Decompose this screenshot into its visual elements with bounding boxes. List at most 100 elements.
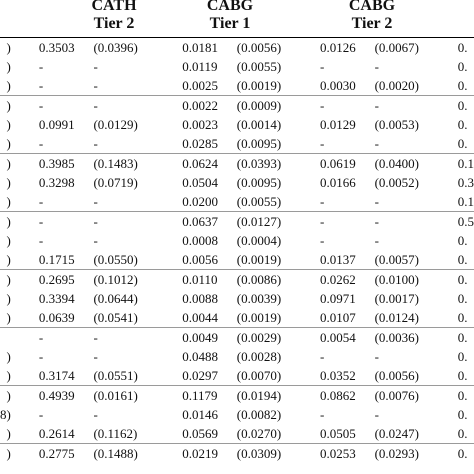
estimate-cell: 0.0619 [319,153,375,173]
estimate-cell: 0.0639 [38,310,75,325]
estimate-cell: 0.0146 [182,407,218,422]
std-error-cell: (0.0057) [374,252,419,267]
estimate-cell: 0.0107 [319,310,356,325]
std-error-cell: (0.1483) [93,153,183,173]
std-error-cell: (0.0036) [374,327,458,347]
table-row: ) 0.4939 (0.0161) 0.1179 (0.0194) 0.0862 (0.00… [0,385,474,405]
estimate-cell: 0.0991 [38,117,75,132]
estimate-cell: 0.0054 [319,327,375,347]
std-error-cell: (0.0719) [93,175,138,190]
row-stub: ) [6,136,11,151]
estimate-cell: - [10,95,94,115]
std-error-cell: (0.0019) [236,78,282,93]
estimate-cell: - [10,211,94,231]
std-error-cell: - [374,59,379,74]
row-stub: ) [6,291,11,306]
std-error-cell: (0.0014) [236,117,282,132]
std-error-cell: - [93,407,98,422]
estimate-cell: 0. [457,407,468,422]
estimate-cell: 0.0262 [319,269,375,289]
std-error-cell: (0.0029) [236,327,320,347]
estimate-cell: - [319,349,325,364]
std-error-cell: (0.0247) [374,426,419,441]
estimate-cell: 0.0253 [319,443,375,463]
table-row: ) 0.2614 (0.1162) 0.0569 (0.0270) 0.0505 (0.02… [0,424,474,444]
std-error-cell: (0.0161) [93,385,183,405]
estimate-cell: 0. [457,349,468,364]
estimate-cell: - [38,407,44,422]
estimate-cell: - [319,136,325,151]
row-stub: ) [0,95,11,115]
table-row: ) 0.3985 (0.1483) 0.0624 (0.0393) 0.0619 (0.04… [0,153,474,173]
table-row: 8) - - 0.0146 (0.0082) - - 0. [0,405,474,424]
row-stub: ) [0,211,11,231]
row-stub: ) [0,443,11,463]
std-error-cell: - [374,349,379,364]
std-error-cell: (0.0551) [93,368,138,383]
estimate-cell: 0.1715 [38,252,75,267]
std-error-cell: (0.0052) [374,175,419,190]
std-error-cell: (0.0541) [93,310,138,325]
estimate-cell: 0. [457,117,468,132]
table-row: ) - - 0.0488 (0.0028) - - 0. [0,347,474,366]
header-tier: Tier 2 [351,15,393,32]
std-error-cell: (0.0644) [93,291,138,306]
std-error-cell: (0.0070) [236,368,282,383]
row-stub: ) [6,78,11,93]
estimate-cell: 0. [457,426,468,441]
estimate-cell: 0.1 [457,194,474,209]
estimate-cell: 0.0200 [182,194,218,209]
std-error-cell: - [374,211,458,231]
header-tier: Tier 2 [93,15,135,32]
row-stub: 8) [0,407,11,422]
std-error-cell: - [93,59,98,74]
estimate-cell: 0.0008 [182,233,218,248]
std-error-cell: - [93,327,183,347]
estimate-cell: 0.0971 [319,291,356,306]
estimate-cell: - [38,136,44,151]
estimate-cell: 0.3394 [38,291,75,306]
row-stub: ) [6,40,11,55]
estimate-cell: 0.0569 [182,426,218,441]
estimate-cell: 0. [457,385,474,405]
estimate-cell: 0. [457,327,474,347]
estimate-cell: - [319,194,325,209]
estimate-cell: - [319,95,375,115]
row-stub: ) [6,59,11,74]
table-row: ) - -0.0022 (0.0009) - -0. [0,95,474,115]
estimate-cell: 0.0862 [319,385,375,405]
estimate-cell: - [38,194,44,209]
estimate-cell: 0. [457,136,468,151]
estimate-cell: 0.0637 [182,211,237,231]
estimate-cell: 0.0022 [182,95,237,115]
header-name: CATH [91,0,137,14]
table-row: ) - - 0.0285 (0.0095) - - 0. [0,134,474,154]
table-row: ) - - 0.0200 (0.0055) - - 0.1 [0,192,474,212]
table-row: ) 0.3298 (0.0719) 0.0504 (0.0095) 0.0166 (0.00… [0,173,474,192]
table-row: ) 0.3394 (0.0644) 0.0088 (0.0039) 0.0971 (0.00… [0,289,474,308]
estimate-cell: 0.3298 [38,175,75,190]
table-row: ) - - 0.0025 (0.0019) 0.0030 (0.0020) 0. [0,76,474,96]
estimate-cell: 0.2775 [10,443,94,463]
std-error-cell: - [93,194,98,209]
std-error-cell: - [93,349,98,364]
std-error-cell: (0.0017) [374,291,419,306]
estimate-cell: 0.0504 [182,175,218,190]
row-stub: ) [6,368,11,383]
table-row: ) 0.1715 (0.0550) 0.0056 (0.0019) 0.0137 (0.00… [0,250,474,270]
row-stub: ) [6,349,11,364]
estimate-cell: 0.0505 [319,426,356,441]
row-stub: ) [0,153,11,173]
estimate-cell: 0. [457,269,474,289]
estimate-cell: 0.0181 [182,40,218,55]
estimate-cell: - [10,327,94,347]
std-error-cell: (0.0396) [93,40,138,55]
row-stub: ) [6,233,11,248]
estimate-cell: 0.0297 [182,368,218,383]
estimate-cell: - [38,78,44,93]
std-error-cell: (0.0100) [374,269,458,289]
std-error-cell: (0.0309) [236,443,320,463]
table-row: ) 0.2775 (0.1488) 0.0219 (0.0309) 0.0253 (0.02… [0,443,474,463]
estimate-cell: 0. [457,40,468,55]
